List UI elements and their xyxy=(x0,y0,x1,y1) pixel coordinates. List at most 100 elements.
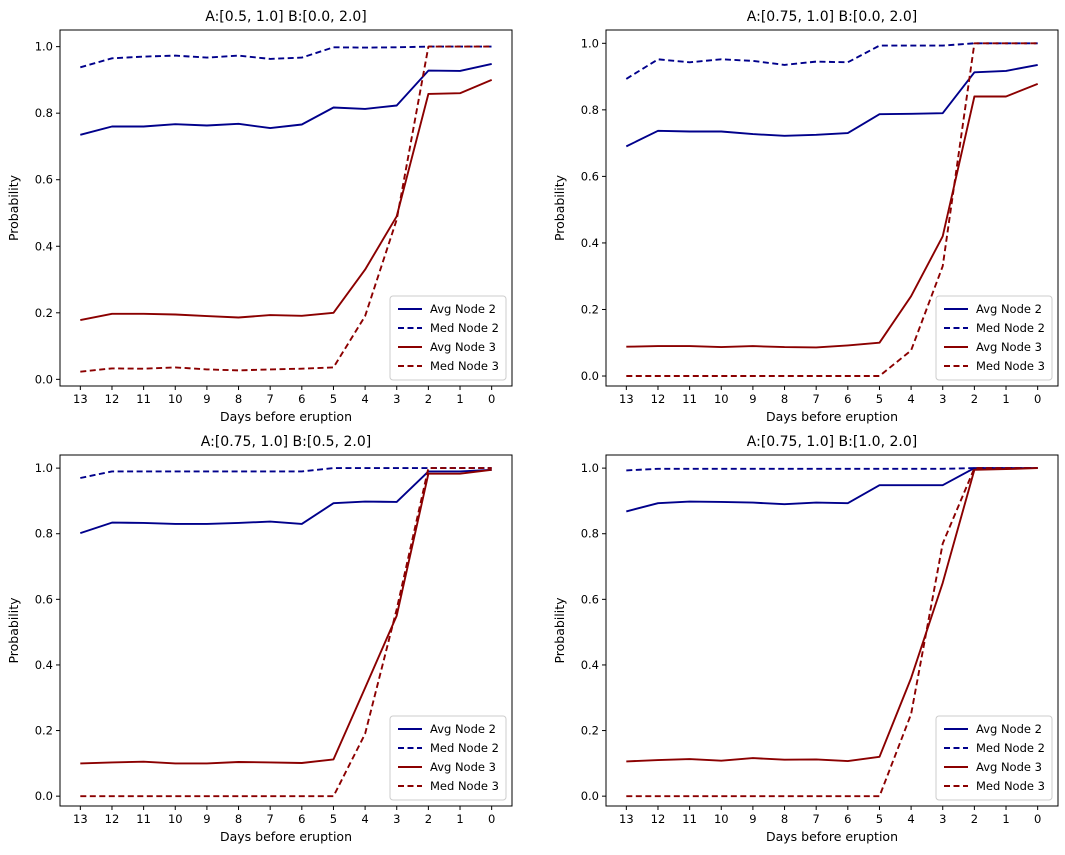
y-tick-label: 1.0 xyxy=(35,40,53,54)
x-tick-label: 1 xyxy=(1002,812,1009,826)
x-tick-label: 6 xyxy=(298,812,305,826)
x-tick-label: 1 xyxy=(456,392,463,406)
legend-label: Avg Node 3 xyxy=(430,760,496,774)
x-tick-label: 10 xyxy=(714,392,729,406)
y-tick-label: 0.6 xyxy=(581,169,599,183)
legend-label: Avg Node 2 xyxy=(976,722,1042,736)
x-tick-label: 3 xyxy=(393,392,400,406)
subplot-bottom-right: A:[0.75, 1.0] B:[1.0, 2.0] Days before e… xyxy=(552,434,1059,844)
y-tick-label: 0.8 xyxy=(581,527,599,541)
y-tick-label: 0.4 xyxy=(35,239,53,253)
x-tick-label: 13 xyxy=(73,812,88,826)
series-line-med-node-3 xyxy=(626,42,1038,377)
x-tick-label: 4 xyxy=(361,812,368,826)
series-line-med-node-2 xyxy=(80,467,492,479)
x-tick-label: 8 xyxy=(235,392,242,406)
legend: Avg Node 2 Med Node 2 Avg Node 3 Med Node 3 xyxy=(389,715,507,801)
y-tick-label: 0.0 xyxy=(581,789,599,803)
y-tick-label: 0.8 xyxy=(35,527,53,541)
legend-box xyxy=(935,715,1053,801)
x-tick-label: 7 xyxy=(267,392,274,406)
series-line-avg-node-2 xyxy=(626,467,1038,513)
legend-label: Med Node 2 xyxy=(430,321,499,335)
x-tick-label: 11 xyxy=(682,392,697,406)
x-tick-label: 7 xyxy=(813,812,820,826)
x-tick-label: 9 xyxy=(749,392,756,406)
x-tick-label: 9 xyxy=(203,392,210,406)
series-line-avg-node-2 xyxy=(625,63,1038,148)
x-axis-label: Days before eruption xyxy=(220,409,352,424)
x-tick-label: 3 xyxy=(393,812,400,826)
y-axis-label: Probability xyxy=(6,174,21,241)
x-tick-label: 5 xyxy=(876,392,883,406)
y-tick-label: 0.6 xyxy=(581,592,599,606)
series-line-avg-node-3 xyxy=(80,468,492,765)
y-tick-label: 0.0 xyxy=(35,789,53,803)
x-tick-label: 4 xyxy=(907,392,914,406)
x-axis-label: Days before eruption xyxy=(766,409,898,424)
axes-frame xyxy=(59,454,513,807)
x-tick-label: 5 xyxy=(330,812,337,826)
x-tick-label: 9 xyxy=(203,812,210,826)
legend-label: Med Node 3 xyxy=(430,359,499,373)
x-tick-label: 2 xyxy=(971,812,978,826)
legend-box xyxy=(389,715,507,801)
y-tick-label: 0.4 xyxy=(581,658,599,672)
x-tick-label: 8 xyxy=(235,812,242,826)
series-line-med-node-3 xyxy=(80,45,492,373)
y-tick-label: 0.4 xyxy=(581,236,599,250)
x-tick-label: 7 xyxy=(267,812,274,826)
x-tick-label: 1 xyxy=(1002,392,1009,406)
x-tick-label: 4 xyxy=(361,392,368,406)
series-line-med-node-3 xyxy=(626,467,1038,798)
legend-label: Med Node 2 xyxy=(430,741,499,755)
x-tick-label: 2 xyxy=(971,392,978,406)
x-tick-label: 13 xyxy=(619,392,634,406)
x-tick-label: 6 xyxy=(298,392,305,406)
y-tick-label: 0.2 xyxy=(581,724,599,738)
y-axis-label: Probability xyxy=(552,174,567,241)
y-tick-label: 0.6 xyxy=(35,592,53,606)
x-tick-label: 11 xyxy=(136,392,151,406)
series-line-med-node-2 xyxy=(625,42,1038,80)
legend-box xyxy=(389,295,507,381)
x-tick-label: 12 xyxy=(105,812,120,826)
x-tick-label: 7 xyxy=(813,392,820,406)
y-tick-label: 0.4 xyxy=(35,658,53,672)
y-tick-label: 0.0 xyxy=(581,369,599,383)
legend-label: Avg Node 3 xyxy=(430,340,496,354)
series-line-med-node-2 xyxy=(80,45,492,69)
x-tick-label: 0 xyxy=(1034,392,1041,406)
plot-title: A:[0.75, 1.0] B:[0.0, 2.0] xyxy=(747,9,917,25)
x-tick-label: 0 xyxy=(1034,812,1041,826)
x-axis-label: Days before eruption xyxy=(220,829,352,844)
axes-frame xyxy=(59,29,513,387)
y-axis-label: Probability xyxy=(6,597,21,664)
subplot-bottom-left: A:[0.75, 1.0] B:[0.5, 2.0] Days before e… xyxy=(6,434,513,844)
legend-label: Med Node 2 xyxy=(976,321,1045,335)
x-tick-label: 10 xyxy=(168,392,183,406)
y-tick-label: 0.0 xyxy=(35,372,53,386)
legend-box xyxy=(935,295,1053,381)
y-tick-label: 1.0 xyxy=(581,461,599,475)
series-line-avg-node-3 xyxy=(80,79,493,322)
legend-label: Avg Node 2 xyxy=(976,302,1042,316)
x-tick-label: 12 xyxy=(105,392,120,406)
series-line-avg-node-2 xyxy=(80,468,492,535)
x-tick-label: 10 xyxy=(168,812,183,826)
x-tick-label: 12 xyxy=(651,392,666,406)
y-tick-label: 0.8 xyxy=(581,103,599,117)
series-line-med-node-3 xyxy=(80,467,492,798)
plot-title: A:[0.5, 1.0] B:[0.0, 2.0] xyxy=(205,9,367,25)
series-line-med-node-2 xyxy=(626,467,1038,472)
legend-label: Avg Node 3 xyxy=(976,340,1042,354)
y-tick-label: 0.2 xyxy=(35,306,53,320)
x-tick-label: 6 xyxy=(844,392,851,406)
x-tick-label: 12 xyxy=(651,812,666,826)
x-tick-label: 3 xyxy=(939,812,946,826)
x-tick-label: 2 xyxy=(425,812,432,826)
x-tick-label: 11 xyxy=(136,812,151,826)
subplot-top-left: A:[0.5, 1.0] B:[0.0, 2.0] Days before er… xyxy=(6,9,513,424)
x-tick-label: 0 xyxy=(488,392,495,406)
